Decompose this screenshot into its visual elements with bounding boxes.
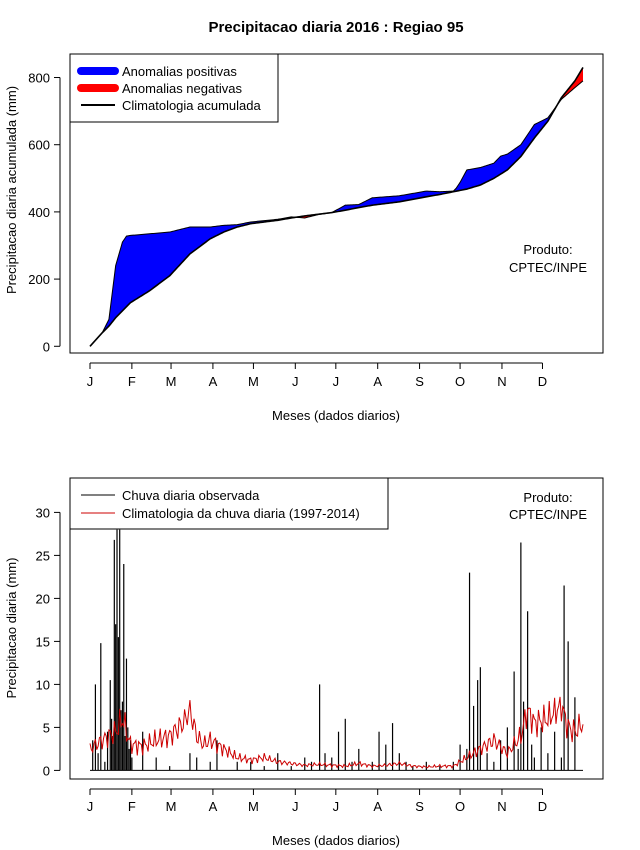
- bottom-x-tick-label: M: [248, 799, 259, 814]
- bottom-y-tick-label: 15: [36, 634, 50, 649]
- positive-anomaly-area: [331, 104, 558, 213]
- top-x-tick-label: J: [87, 374, 94, 389]
- bottom-x-tick-label: J: [87, 799, 94, 814]
- bottom-legend: Chuva diaria observada Climatologia da c…: [69, 477, 389, 530]
- bottom-y-tick-label: 0: [43, 763, 50, 778]
- bottom-x-axis-label: Meses (dados diarios): [272, 833, 400, 848]
- bottom-x-tick-label: J: [333, 799, 340, 814]
- top-y-axis-label: Precipitacao diaria acumulada (mm): [4, 86, 19, 294]
- bottom-x-tick-label: D: [538, 799, 547, 814]
- bottom-climatology-line: [89, 696, 584, 769]
- top-x-tick-label: J: [292, 374, 299, 389]
- top-y-axis: 0 200 400 600 800: [28, 71, 61, 354]
- positive-anomaly-area: [90, 216, 297, 347]
- top-x-tick-label: M: [248, 374, 259, 389]
- top-x-tick-label: O: [455, 374, 465, 389]
- top-y-tick-label: 0: [43, 339, 50, 354]
- top-x-axis-label: Meses (dados diarios): [272, 408, 400, 423]
- bottom-y-axis: 0 5 10 15 20 25 30: [36, 505, 61, 778]
- chart-title: Precipitacao diaria 2016 : Regiao 95: [208, 19, 463, 36]
- bottom-x-tick-label: J: [292, 799, 299, 814]
- legend-climatology-label: Climatologia acumulada: [122, 98, 262, 113]
- bottom-legend-box: [69, 477, 389, 530]
- bottom-y-tick-label: 20: [36, 591, 50, 606]
- top-y-tick-label: 200: [28, 272, 50, 287]
- legend-observed-label: Chuva diaria observada: [122, 488, 260, 503]
- top-observed-line: [89, 80, 584, 347]
- legend-daily-clim-label: Climatologia da chuva diaria (1997-2014): [122, 506, 360, 521]
- bottom-y-tick-label: 25: [36, 548, 50, 563]
- bottom-y-tick-label: 10: [36, 677, 50, 692]
- top-plot-frame: [69, 53, 604, 354]
- legend-positive-label: Anomalias positivas: [122, 64, 237, 79]
- top-y-tick-label: 600: [28, 138, 50, 153]
- bottom-y-tick-label: 5: [43, 720, 50, 735]
- top-climatology-line: [89, 67, 584, 347]
- top-x-tick-label: S: [415, 374, 424, 389]
- top-chart: 0 200 400 600 800 J F M A M J J A S O N D Meses (dados …: [4, 53, 604, 423]
- top-x-tick-label: J: [333, 374, 340, 389]
- top-legend: Anomalias positivas Anomalias negativas …: [69, 53, 279, 123]
- top-x-tick-label: D: [538, 374, 547, 389]
- top-y-tick-label: 400: [28, 205, 50, 220]
- bottom-x-tick-label: A: [373, 799, 382, 814]
- bottom-product-label-line1: Produto:: [523, 490, 572, 505]
- bottom-x-tick-label: A: [209, 799, 218, 814]
- top-y-tick-label: 800: [28, 71, 50, 86]
- bottom-x-tick-label: S: [415, 799, 424, 814]
- legend-negative-label: Anomalias negativas: [122, 81, 242, 96]
- top-x-tick-label: M: [166, 374, 177, 389]
- top-product-label-line1: Produto:: [523, 242, 572, 257]
- bottom-product-label-line2: CPTEC/INPE: [509, 507, 587, 522]
- top-product-label-line2: CPTEC/INPE: [509, 260, 587, 275]
- top-x-tick-label: A: [373, 374, 382, 389]
- bottom-x-tick-label: O: [455, 799, 465, 814]
- bottom-x-tick-label: F: [128, 799, 136, 814]
- bottom-y-axis-label: Precipitacao diaria (mm): [4, 558, 19, 699]
- top-x-tick-label: F: [128, 374, 136, 389]
- top-x-tick-label: A: [209, 374, 218, 389]
- bottom-y-tick-label: 30: [36, 505, 50, 520]
- bottom-x-tick-label: N: [497, 799, 506, 814]
- bottom-bars: [92, 529, 576, 771]
- top-x-tick-label: N: [497, 374, 506, 389]
- bottom-x-tick-label: M: [166, 799, 177, 814]
- bottom-chart: 0 5 10 15 20 25 30 J F M A M J J A S O N D Meses (dados d…: [4, 477, 604, 848]
